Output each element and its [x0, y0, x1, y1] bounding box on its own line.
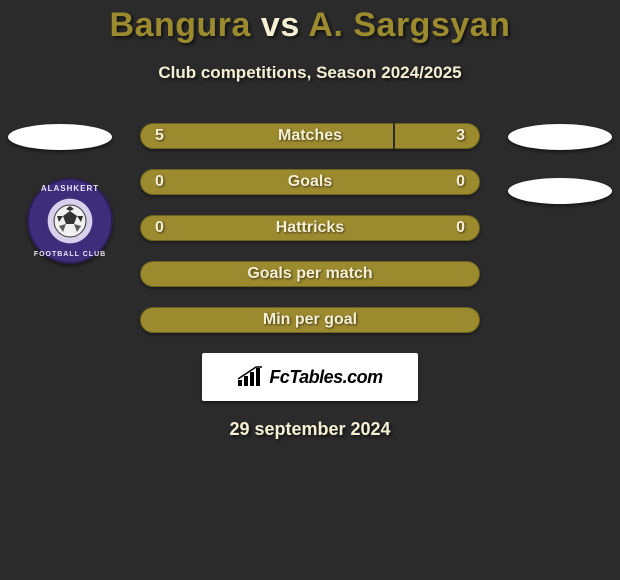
- stat-right-value: 3: [456, 127, 465, 145]
- stat-left-value: 5: [155, 127, 164, 145]
- stat-left-value: 0: [155, 173, 164, 191]
- player1-name: Bangura: [110, 6, 251, 44]
- stat-label: Goals: [288, 173, 332, 191]
- stat-left-value: 0: [155, 219, 164, 237]
- comparison-title: Bangura vs A. Sargsyan: [0, 0, 620, 45]
- stat-row-goals-per-match: Goals per match: [140, 261, 480, 287]
- snapshot-date: 29 september 2024: [0, 419, 620, 440]
- stat-right-value: 0: [456, 173, 465, 191]
- stat-row-hattricks: 0 Hattricks 0: [140, 215, 480, 241]
- alashkert-club-badge-icon: ALASHKERT FOOTBALL CLUB: [27, 178, 113, 264]
- stat-right-value: 0: [456, 219, 465, 237]
- season-subtitle: Club competitions, Season 2024/2025: [0, 63, 620, 83]
- badge-name: ALASHKERT: [29, 184, 111, 193]
- football-icon: [53, 204, 87, 238]
- stat-row-goals: 0 Goals 0: [140, 169, 480, 195]
- badge-sub: FOOTBALL CLUB: [29, 251, 111, 258]
- stat-label: Hattricks: [276, 219, 344, 237]
- player2-nation-placeholder-icon: [508, 178, 612, 204]
- vs-label: vs: [261, 6, 300, 44]
- stat-row-min-per-goal: Min per goal: [140, 307, 480, 333]
- stat-label: Min per goal: [263, 311, 357, 329]
- fctables-text: FcTables.com: [269, 367, 382, 388]
- bar-chart-icon: [237, 366, 263, 388]
- stats-rows: 5 Matches 3 0 Goals 0 0 Hattricks 0 Goal…: [140, 123, 480, 333]
- stat-row-matches: 5 Matches 3: [140, 123, 480, 149]
- stat-label: Goals per match: [247, 265, 372, 283]
- player2-name: A. Sargsyan: [308, 6, 510, 44]
- player2-club-placeholder-icon: [508, 124, 612, 150]
- stat-label: Matches: [278, 127, 342, 145]
- player1-club-placeholder-icon: [8, 124, 112, 150]
- fctables-logo[interactable]: FcTables.com: [202, 353, 418, 401]
